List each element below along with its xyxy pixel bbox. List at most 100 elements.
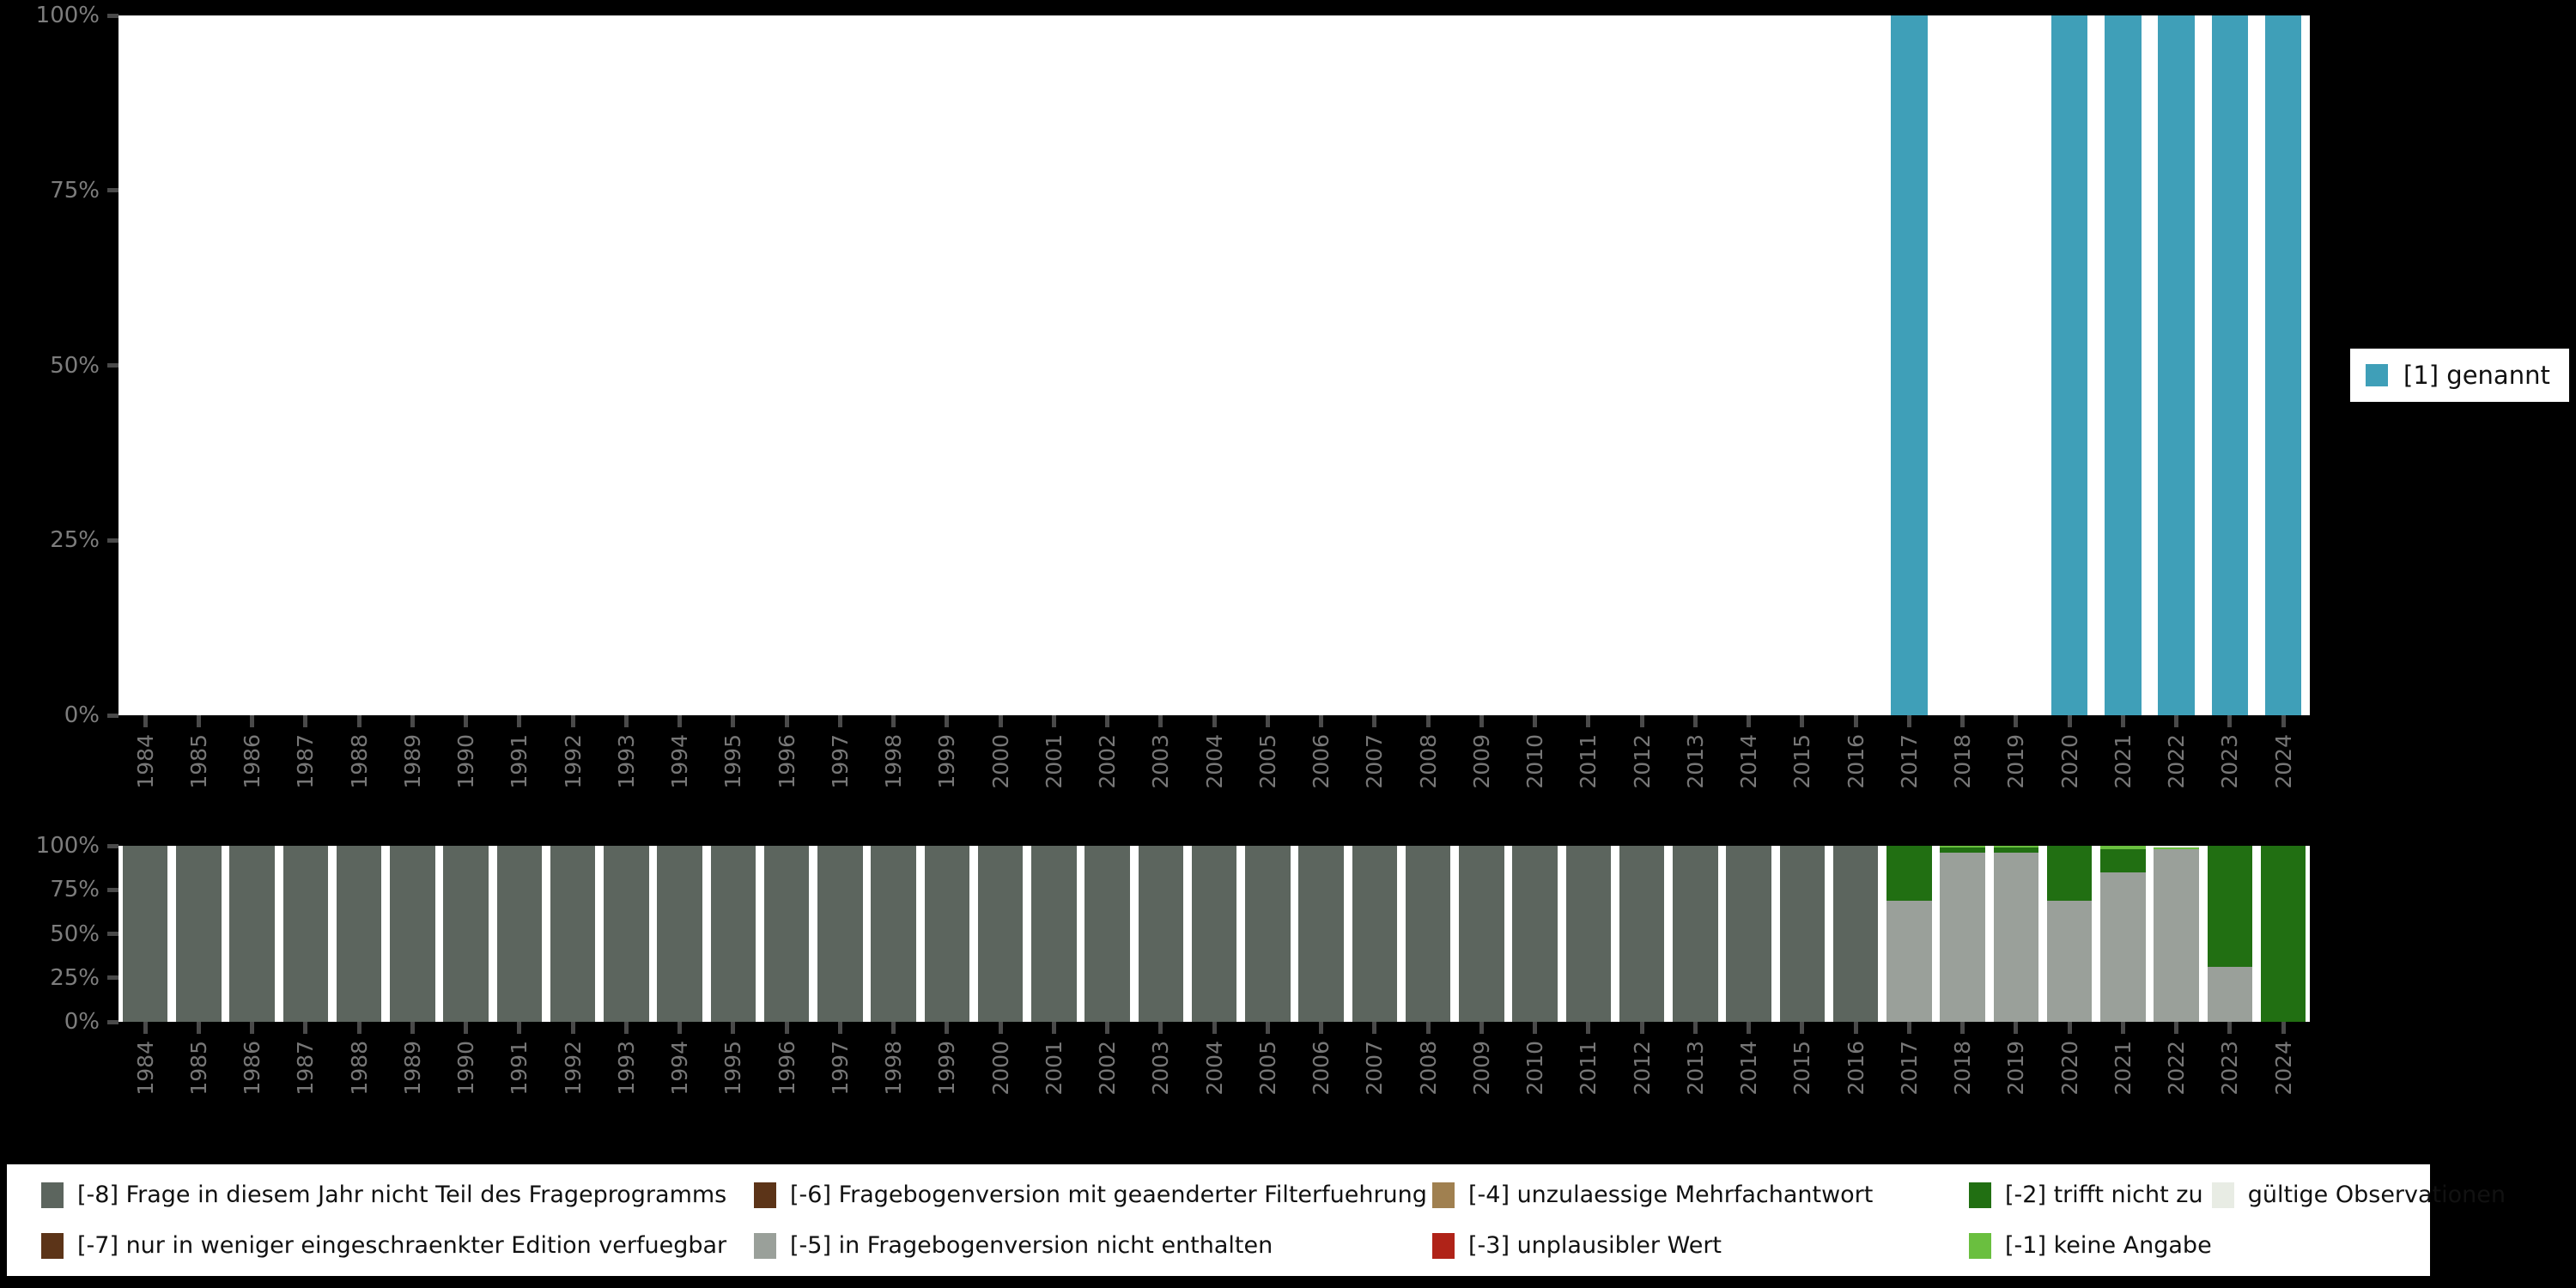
bottom-chart-bar-slot <box>813 846 866 1022</box>
bottom-chart-x-tick: 1992 <box>546 1022 599 1096</box>
bottom-chart-x-tick-mark <box>1800 1022 1804 1034</box>
top-chart-x-tick-mark <box>571 715 575 727</box>
top-chart-x-tick-mark <box>2068 715 2072 727</box>
bottom-chart-bar-slot <box>1241 846 1294 1022</box>
bottom-chart-x-tick: 1999 <box>920 1022 974 1096</box>
top-chart-x-tick-mark <box>2014 715 2018 727</box>
bottom-chart-bar-segment <box>2047 846 2092 901</box>
top-chart-x-tick-label: 2000 <box>990 734 1012 789</box>
bottom-chart-bar-slot <box>1990 846 2043 1022</box>
bottom-chart-stacked-bar <box>390 846 434 1022</box>
bottom-chart-x-tick-mark <box>1426 1022 1431 1034</box>
legend-swatch-icon <box>754 1233 776 1259</box>
bottom-chart-bar-slot <box>1936 846 1990 1022</box>
top-chart-x-tick-mark <box>677 715 682 727</box>
top-chart-x-tick: 2023 <box>2203 715 2257 789</box>
top-chart-x-tick: 1988 <box>332 715 386 789</box>
top-chart-legend: [1] genannt <box>2350 349 2569 402</box>
top-chart-x-tick: 2013 <box>1668 715 1722 789</box>
top-chart-x-tick: 2015 <box>1776 715 1829 789</box>
bottom-chart-x-tick: 2000 <box>974 1022 1027 1096</box>
bottom-chart-x-tick-mark <box>1479 1022 1484 1034</box>
bottom-chart-y-tick-mark <box>107 888 118 892</box>
top-chart-x-tick: 2010 <box>1509 715 1562 789</box>
top-chart-bar-slot <box>1134 15 1188 715</box>
bottom-chart-x-tick-label: 2010 <box>1524 1041 1546 1096</box>
bottom-chart-bar-slot <box>1081 846 1134 1022</box>
top-chart-bar-slot <box>1776 15 1829 715</box>
top-chart-x-tick-label: 2017 <box>1899 734 1920 789</box>
top-chart-x-tick-mark <box>891 715 896 727</box>
top-chart-x-tick-mark <box>1907 715 1911 727</box>
top-chart-bar-slot <box>1562 15 1615 715</box>
bottom-chart-bar-segment <box>604 846 648 1022</box>
bottom-chart-y-tick-label: 50% <box>50 923 107 945</box>
top-chart-x-tick-mark <box>1854 715 1858 727</box>
bottom-chart-bar-segment <box>229 846 274 1022</box>
top-chart-x-tick-label: 2008 <box>1418 734 1439 789</box>
bottom-chart-x-tick-label: 1991 <box>508 1041 530 1096</box>
bottom-chart-x-tick-label: 1993 <box>616 1041 637 1096</box>
bottom-chart-bar-segment <box>1994 853 2038 1022</box>
bottom-chart-x-tick: 2015 <box>1776 1022 1829 1096</box>
bottom-chart-x-tick-label: 1988 <box>349 1041 370 1096</box>
bottom-chart-bar-slot <box>1348 846 1401 1022</box>
top-chart-x-tick-mark <box>1266 715 1270 727</box>
bottom-chart-y-tick-mark <box>107 1020 118 1024</box>
bottom-chart-x-tick-label: 2021 <box>2112 1041 2134 1096</box>
bottom-chart-bar-slot <box>974 846 1027 1022</box>
top-chart-x-tick-mark <box>1586 715 1590 727</box>
bottom-chart-x-tick-label: 1994 <box>669 1041 690 1096</box>
top-chart-x-tick-label: 2013 <box>1685 734 1706 789</box>
legend-item: gültige Observationen <box>2212 1182 2506 1208</box>
bottom-chart-bar-segment <box>1780 846 1825 1022</box>
top-chart-x-tick-mark <box>1640 715 1644 727</box>
top-chart-x-tick-label: 2010 <box>1524 734 1546 789</box>
top-chart-x-tick: 1990 <box>440 715 493 789</box>
top-chart-x-tick-mark <box>1212 715 1217 727</box>
bottom-chart-x-tick: 2008 <box>1401 1022 1455 1096</box>
legend-swatch-icon <box>2366 364 2388 386</box>
bottom-chart-bar-slot <box>653 846 707 1022</box>
bottom-chart-x-tick: 2005 <box>1241 1022 1294 1096</box>
bottom-chart-x-tick-mark <box>1319 1022 1323 1034</box>
bottom-chart-x-tick: 2006 <box>1295 1022 1348 1096</box>
top-chart-x-tick-mark <box>250 715 254 727</box>
top-chart-x-tick-label: 2002 <box>1097 734 1118 789</box>
bottom-chart-x-tick-label: 1998 <box>883 1041 904 1096</box>
bottom-chart-bar-segment <box>283 846 328 1022</box>
top-chart-x-tick: 1993 <box>599 715 653 789</box>
legend-swatch-icon <box>1969 1233 1991 1259</box>
bottom-chart-x-tick-mark <box>410 1022 415 1034</box>
top-chart-x-tick: 1984 <box>118 715 172 789</box>
top-chart-bars <box>118 15 2310 715</box>
bottom-chart-bar-segment <box>1833 846 1878 1022</box>
top-chart-x-tick-label: 1984 <box>135 734 156 789</box>
top-chart-bar-slot <box>653 15 707 715</box>
bottom-chart-bar-segment <box>2047 901 2092 1022</box>
bottom-chart-x-tick-label: 1989 <box>402 1041 423 1096</box>
bottom-chart-bar-segment <box>871 846 915 1022</box>
bottom-chart-bar-segment <box>1298 846 1343 1022</box>
top-chart-x-tick: 1995 <box>707 715 760 789</box>
bottom-chart-stacked-bar <box>1406 846 1450 1022</box>
top-chart-x-tick-label: 1996 <box>776 734 798 789</box>
bottom-chart-stacked-bar <box>1031 846 1076 1022</box>
bottom-chart-stacked-bar <box>123 846 167 1022</box>
top-chart-x-tick-mark <box>2281 715 2286 727</box>
bottom-chart-stacked-bar <box>1940 846 1984 1022</box>
top-chart-bar-slot <box>1188 15 1241 715</box>
bottom-chart-bar-slot <box>1776 846 1829 1022</box>
legend-label: [-2] trifft nicht zu <box>2005 1182 2203 1208</box>
bottom-chart-stacked-bar <box>1994 846 2038 1022</box>
bottom-chart-stacked-bar <box>550 846 595 1022</box>
top-chart-x-tick-label: 1998 <box>883 734 904 789</box>
legend-swatch-icon <box>1969 1182 1991 1208</box>
bottom-chart-bar-slot <box>1509 846 1562 1022</box>
bottom-chart-x-tick-label: 2012 <box>1631 1041 1653 1096</box>
bottom-chart-x-tick: 1998 <box>867 1022 920 1096</box>
top-chart-y-tick-label: 100% <box>36 4 107 27</box>
bottom-chart-x-tick-mark <box>891 1022 896 1034</box>
top-chart-bar-slot <box>1081 15 1134 715</box>
bottom-chart-x-tick: 2014 <box>1722 1022 1776 1096</box>
